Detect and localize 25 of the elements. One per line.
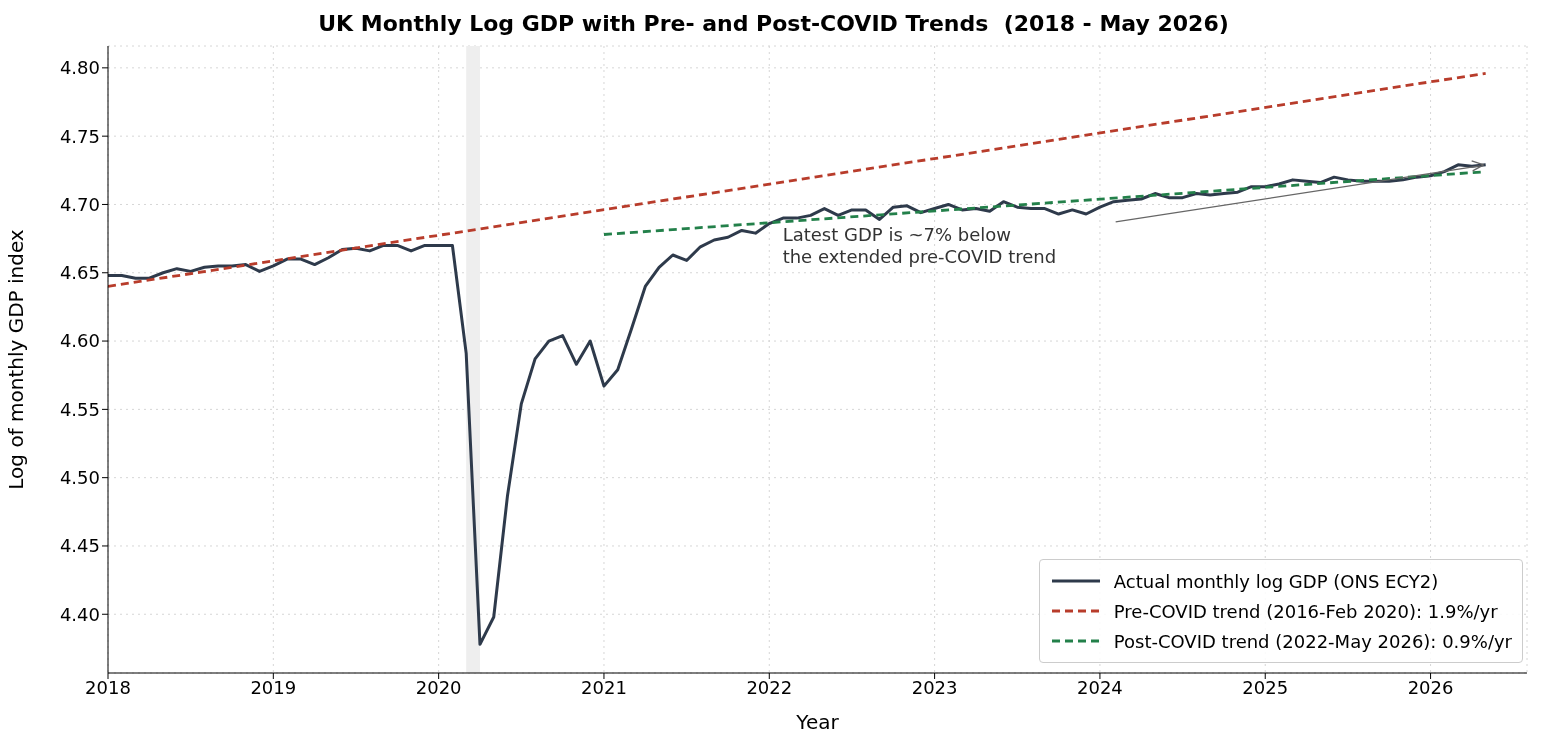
- x-tick-label: 2024: [1077, 676, 1123, 698]
- y-tick-label: 4.60: [59, 330, 100, 352]
- y-tick-label: 4.55: [59, 398, 100, 420]
- x-tick-label: 2022: [746, 676, 793, 698]
- x-tick-label: 2020: [415, 676, 462, 698]
- x-tick-label: 2025: [1242, 676, 1289, 698]
- x-tick-label: 2026: [1407, 676, 1454, 698]
- annotation: Latest GDP is ~7% below the extended pre-COVID trend: [782, 223, 1057, 267]
- y-tick-label: 4.45: [59, 535, 100, 557]
- y-tick-label: 4.40: [59, 603, 100, 625]
- chart-title: UK Monthly Log GDP with Pre- and Post-COVID Trends (2018 - May 2026): [317, 10, 1230, 38]
- y-tick-label: 4.50: [59, 467, 100, 489]
- x-axis-title: Year: [795, 710, 840, 734]
- x-tick-label: 2018: [85, 676, 131, 698]
- y-tick-label: 4.75: [59, 125, 100, 147]
- legend-label: Pre-COVID trend (2016-Feb 2020): 1.9%/yr: [1113, 600, 1498, 622]
- x-tick-label: 2023: [911, 676, 958, 698]
- legend-label: Actual monthly log GDP (ONS ECY2): [1113, 570, 1439, 592]
- y-tick-label: 4.80: [59, 57, 100, 79]
- legend-label: Post-COVID trend (2022-May 2026): 0.9%/yr: [1113, 630, 1512, 652]
- y-tick-label: 4.70: [59, 193, 100, 215]
- y-axis-title: Log of monthly GDP index: [4, 229, 29, 490]
- x-tick-label: 2019: [250, 676, 297, 698]
- x-tick-label: 2021: [581, 676, 627, 698]
- y-tick-label: 4.65: [59, 262, 100, 284]
